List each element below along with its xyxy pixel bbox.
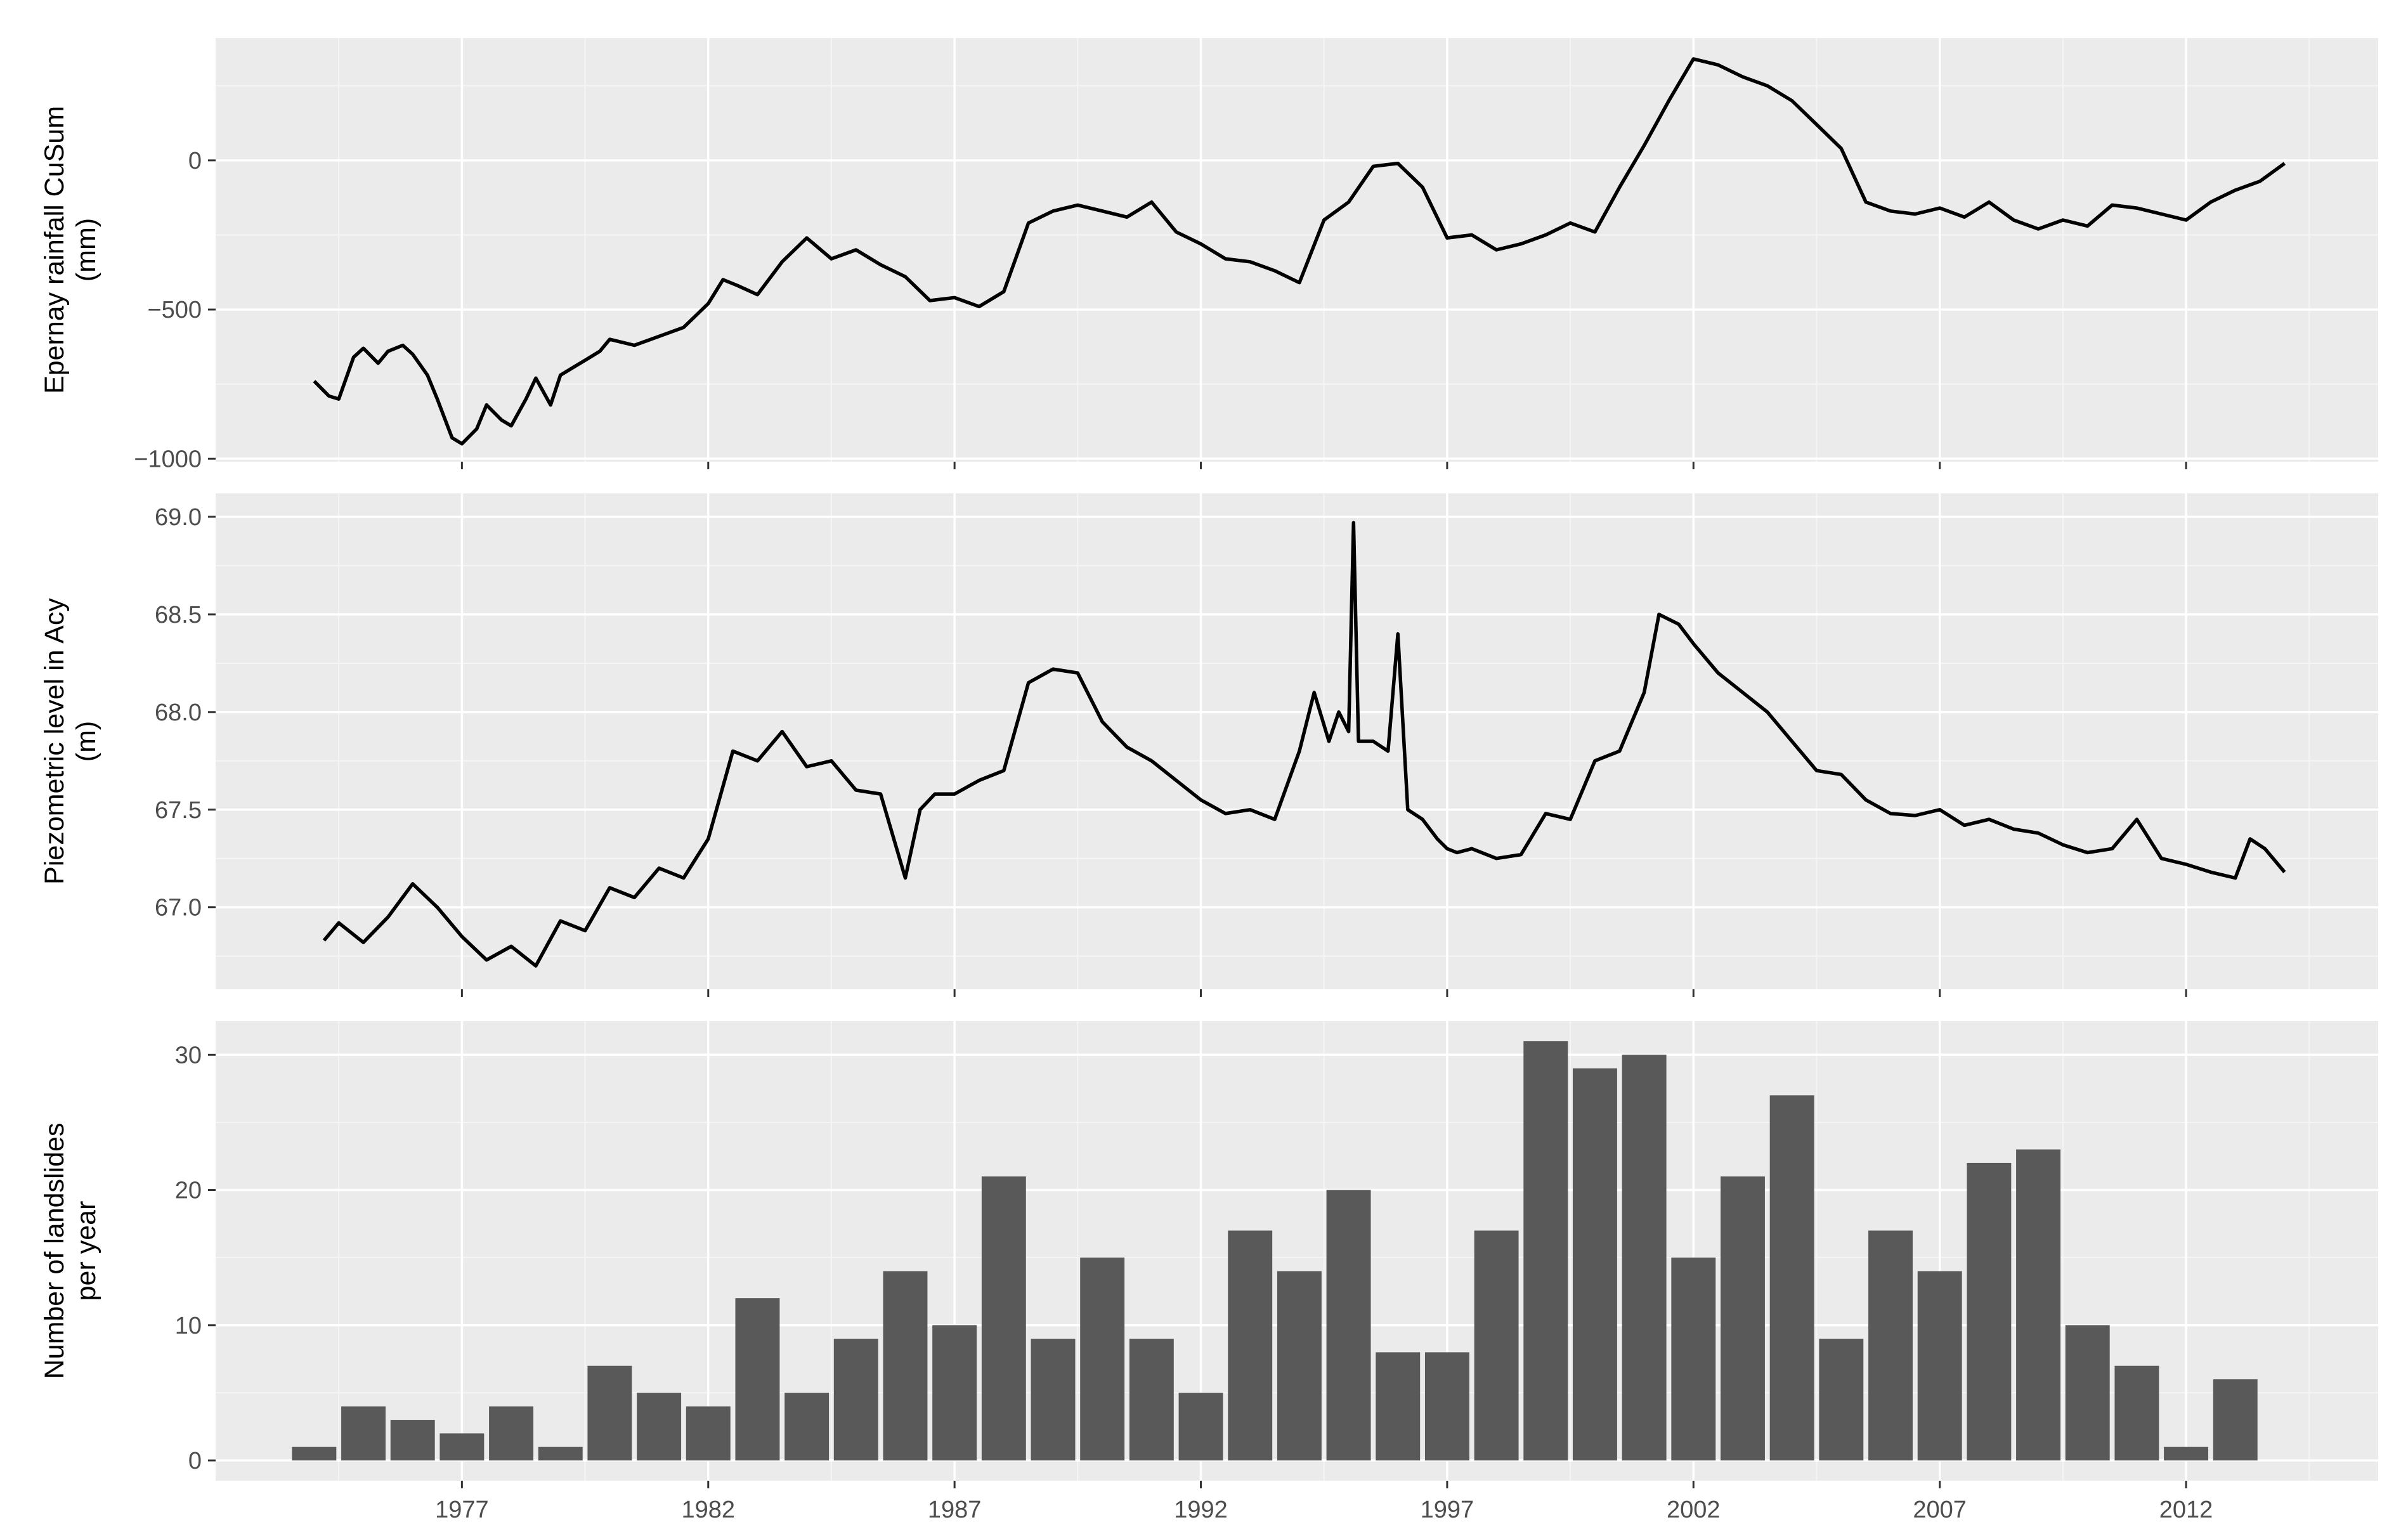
bar-2012 bbox=[2164, 1446, 2209, 1461]
y-tick-label: 68.5 bbox=[155, 602, 202, 628]
bar-2000 bbox=[1572, 1068, 1617, 1461]
bar-2008 bbox=[1967, 1162, 2012, 1461]
y-tick-label: 68.0 bbox=[155, 699, 202, 726]
bar-1995 bbox=[1326, 1190, 1371, 1461]
y-axis-title-line: Piezometric level in Acy bbox=[39, 598, 70, 885]
bar-1977 bbox=[439, 1433, 485, 1461]
panel-background bbox=[216, 493, 2378, 989]
y-axis-title-line: (m) bbox=[71, 721, 101, 762]
bar-2009 bbox=[2016, 1149, 2060, 1461]
bar-1989 bbox=[1031, 1339, 1076, 1461]
y-tick-label: 67.5 bbox=[155, 797, 202, 824]
bar-1997 bbox=[1424, 1352, 1469, 1461]
bar-1998 bbox=[1474, 1230, 1519, 1461]
bar-1987 bbox=[932, 1325, 977, 1461]
x-tick-label: 2002 bbox=[1667, 1497, 1721, 1523]
x-tick-label: 1997 bbox=[1421, 1497, 1474, 1523]
bar-2003 bbox=[1721, 1176, 1765, 1461]
bar-2002 bbox=[1671, 1258, 1716, 1461]
bar-2004 bbox=[1769, 1095, 1814, 1461]
bar-2001 bbox=[1622, 1055, 1667, 1461]
y-tick-label: 69.0 bbox=[155, 504, 202, 531]
x-tick-label: 1982 bbox=[681, 1497, 735, 1523]
bar-1994 bbox=[1277, 1271, 1322, 1461]
x-tick-label: 2012 bbox=[2159, 1497, 2213, 1523]
y-tick-label: 20 bbox=[175, 1178, 202, 1204]
data-line bbox=[322, 521, 2286, 968]
y-tick-label: −1000 bbox=[134, 446, 202, 472]
y-axis-title-line: Epernay rainfall CuSum bbox=[39, 106, 70, 394]
bar-1999 bbox=[1523, 1041, 1568, 1461]
x-tick-label: 1977 bbox=[435, 1497, 489, 1523]
y-axis-title: Piezometric level in Acy(m) bbox=[39, 598, 101, 885]
y-axis-title: Epernay rainfall CuSum(mm) bbox=[39, 106, 101, 394]
panel-background bbox=[216, 38, 2378, 462]
y-tick-label: −500 bbox=[147, 297, 202, 323]
y-axis-title-line: Number of landslides bbox=[39, 1123, 70, 1379]
bar-1979 bbox=[538, 1446, 583, 1461]
bar-1981 bbox=[637, 1393, 682, 1461]
bar-1980 bbox=[587, 1365, 632, 1461]
bar-2005 bbox=[1819, 1339, 1864, 1461]
piezometric-level-panel: 67.0 67.5 68.0 68.5 69.0 Piezometric level in… bbox=[39, 493, 2378, 997]
y-axis-title: Number of landslidesper year bbox=[39, 1123, 101, 1379]
y-axis-title-line: per year bbox=[71, 1201, 101, 1301]
y-tick-label: 67.0 bbox=[155, 895, 202, 921]
y-axis-title-line: (mm) bbox=[71, 218, 101, 282]
bar-2007 bbox=[1917, 1271, 1962, 1461]
bar-1993 bbox=[1228, 1230, 1273, 1461]
bar-1990 bbox=[1080, 1258, 1125, 1461]
y-tick-label: 10 bbox=[175, 1313, 202, 1339]
shared-x-axis: 1977 1982 1987 1992 1997 2002 2007 2012 bbox=[435, 1497, 2213, 1523]
bar-1988 bbox=[981, 1176, 1026, 1461]
bar-2013 bbox=[2213, 1379, 2258, 1461]
bar-1986 bbox=[883, 1271, 928, 1461]
y-tick-label: 30 bbox=[175, 1042, 202, 1069]
bar-1984 bbox=[784, 1393, 830, 1461]
rainfall-cusum-panel: 0 −500 −1000 Epernay rainfall CuSum(mm) bbox=[39, 38, 2378, 472]
bar-1983 bbox=[735, 1298, 780, 1461]
bar-1992 bbox=[1178, 1393, 1223, 1461]
bar-1974 bbox=[292, 1446, 337, 1461]
y-tick-label: 0 bbox=[188, 148, 202, 174]
x-tick-label: 2007 bbox=[1913, 1497, 1967, 1523]
bar-2006 bbox=[1868, 1230, 1913, 1461]
bar-1985 bbox=[833, 1339, 878, 1461]
bar-1978 bbox=[489, 1406, 534, 1461]
x-tick-label: 1992 bbox=[1174, 1497, 1228, 1523]
y-tick-label: 0 bbox=[188, 1448, 202, 1474]
bar-1982 bbox=[686, 1406, 731, 1461]
bar-2011 bbox=[2114, 1365, 2159, 1461]
data-line bbox=[313, 57, 2286, 446]
bar-2010 bbox=[2065, 1325, 2110, 1461]
bar-1976 bbox=[390, 1420, 435, 1461]
bar-1996 bbox=[1376, 1352, 1421, 1461]
bar-1975 bbox=[341, 1406, 386, 1461]
landslides-per-year-panel: 0 10 20 30 Number of landslidesper year bbox=[39, 1021, 2378, 1488]
x-tick-label: 1987 bbox=[928, 1497, 982, 1523]
bar-1991 bbox=[1129, 1339, 1174, 1461]
